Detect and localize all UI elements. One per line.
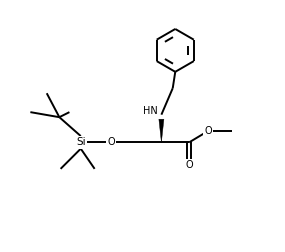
Text: HN: HN — [143, 106, 157, 116]
Text: O: O — [185, 160, 193, 170]
Text: Si: Si — [76, 137, 86, 147]
Polygon shape — [159, 119, 164, 142]
Text: O: O — [107, 137, 115, 147]
Text: O: O — [204, 126, 212, 136]
